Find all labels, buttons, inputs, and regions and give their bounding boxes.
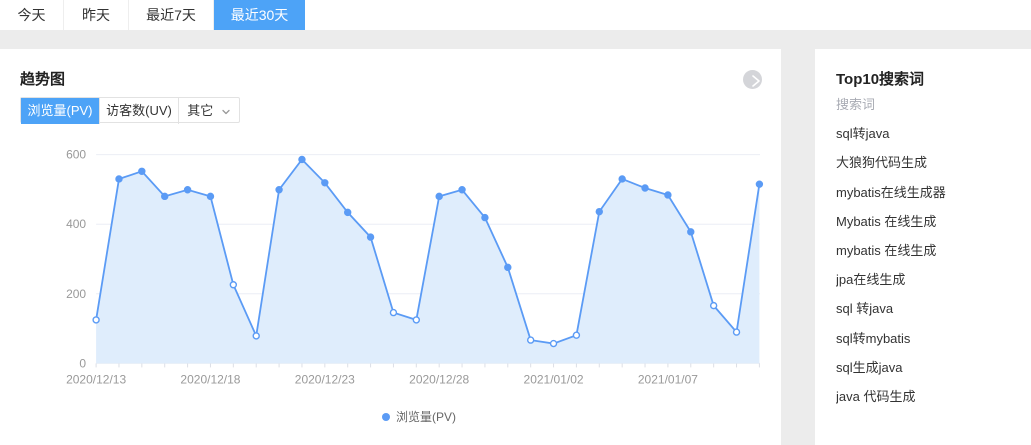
svg-text:200: 200 (66, 287, 86, 301)
svg-text:2021/01/07: 2021/01/07 (638, 372, 698, 386)
svg-text:2020/12/23: 2020/12/23 (295, 372, 355, 386)
svg-text:600: 600 (66, 148, 86, 162)
svg-text:2020/12/18: 2020/12/18 (180, 372, 240, 386)
svg-text:2021/01/02: 2021/01/02 (524, 372, 584, 386)
svg-text:0: 0 (79, 356, 86, 370)
svg-text:400: 400 (66, 217, 86, 231)
svg-text:2020/12/28: 2020/12/28 (409, 372, 469, 386)
svg-text:2020/12/13: 2020/12/13 (66, 372, 126, 386)
